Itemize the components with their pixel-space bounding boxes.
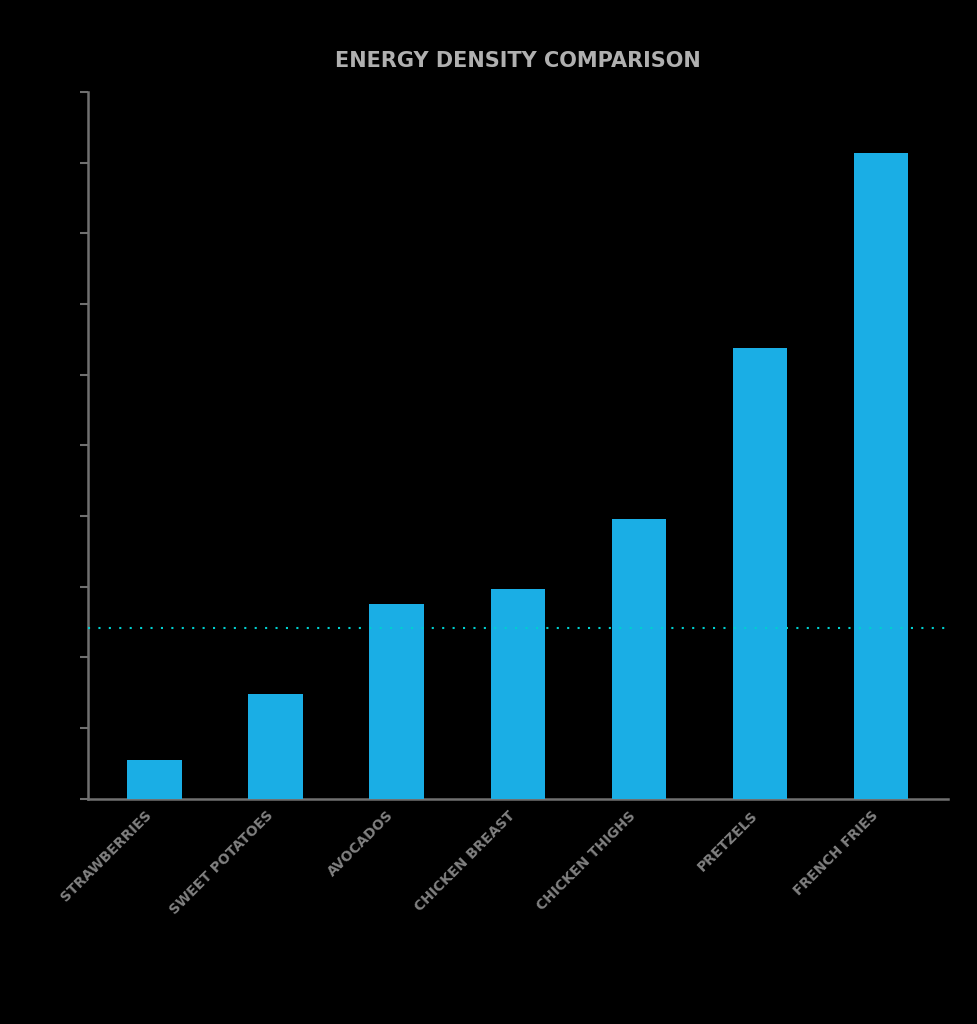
Bar (612, 518, 666, 799)
Bar (854, 153, 909, 799)
Bar (369, 604, 424, 799)
Bar (127, 760, 182, 799)
Title: ENERGY DENSITY COMPARISON: ENERGY DENSITY COMPARISON (335, 51, 701, 71)
Bar (490, 589, 545, 799)
Bar (733, 348, 787, 799)
Bar (248, 694, 303, 799)
